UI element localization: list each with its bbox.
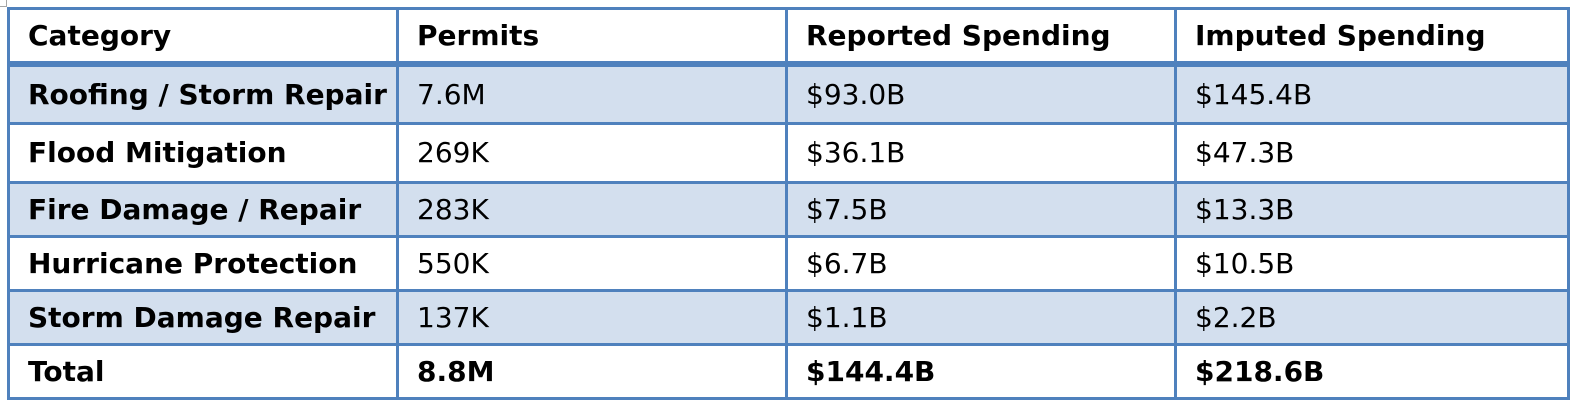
imputed-spending-cell: $145.4B xyxy=(1174,62,1570,125)
permits-cell: 137K xyxy=(396,288,788,346)
category-cell: Flood Mitigation xyxy=(7,121,399,184)
total-reported-spending: $144.4B xyxy=(785,342,1177,400)
reported-spending-cell: $7.5B xyxy=(785,180,1177,238)
total-permits: 8.8M xyxy=(396,342,788,400)
reported-spending-cell: $1.1B xyxy=(785,288,1177,346)
imputed-spending-cell: $13.3B xyxy=(1174,180,1570,238)
permits-cell: 550K xyxy=(396,234,788,292)
permits-cell: 269K xyxy=(396,121,788,184)
total-row: Total 8.8M $144.4B $218.6B xyxy=(7,342,1570,400)
reported-spending-cell: $93.0B xyxy=(785,62,1177,125)
header-row: Category Permits Reported Spending Imput… xyxy=(7,7,1570,67)
imputed-spending-cell: $10.5B xyxy=(1174,234,1570,292)
category-cell: Hurricane Protection xyxy=(7,234,399,292)
table-row: Hurricane Protection 550K $6.7B $10.5B xyxy=(7,234,1570,292)
category-cell: Roofing / Storm Repair xyxy=(7,62,399,125)
permits-cell: 283K xyxy=(396,180,788,238)
table-row: Fire Damage / Repair 283K $7.5B $13.3B xyxy=(7,180,1570,238)
total-label: Total xyxy=(7,342,399,400)
header-reported-spending: Reported Spending xyxy=(785,7,1177,67)
cell-corner-marker xyxy=(0,0,7,7)
table-row: Roofing / Storm Repair 7.6M $93.0B $145.… xyxy=(7,62,1570,125)
category-cell: Storm Damage Repair xyxy=(7,288,399,346)
header-permits: Permits xyxy=(396,7,788,67)
permits-cell: 7.6M xyxy=(396,62,788,125)
imputed-spending-cell: $47.3B xyxy=(1174,121,1570,184)
total-imputed-spending: $218.6B xyxy=(1174,342,1570,400)
spending-table: Category Permits Reported Spending Imput… xyxy=(7,7,1570,400)
header-imputed-spending: Imputed Spending xyxy=(1174,7,1570,67)
category-cell: Fire Damage / Repair xyxy=(7,180,399,238)
table-row: Storm Damage Repair 137K $1.1B $2.2B xyxy=(7,288,1570,346)
reported-spending-cell: $6.7B xyxy=(785,234,1177,292)
imputed-spending-cell: $2.2B xyxy=(1174,288,1570,346)
header-category: Category xyxy=(7,7,399,67)
table-row: Flood Mitigation 269K $36.1B $47.3B xyxy=(7,121,1570,184)
reported-spending-cell: $36.1B xyxy=(785,121,1177,184)
